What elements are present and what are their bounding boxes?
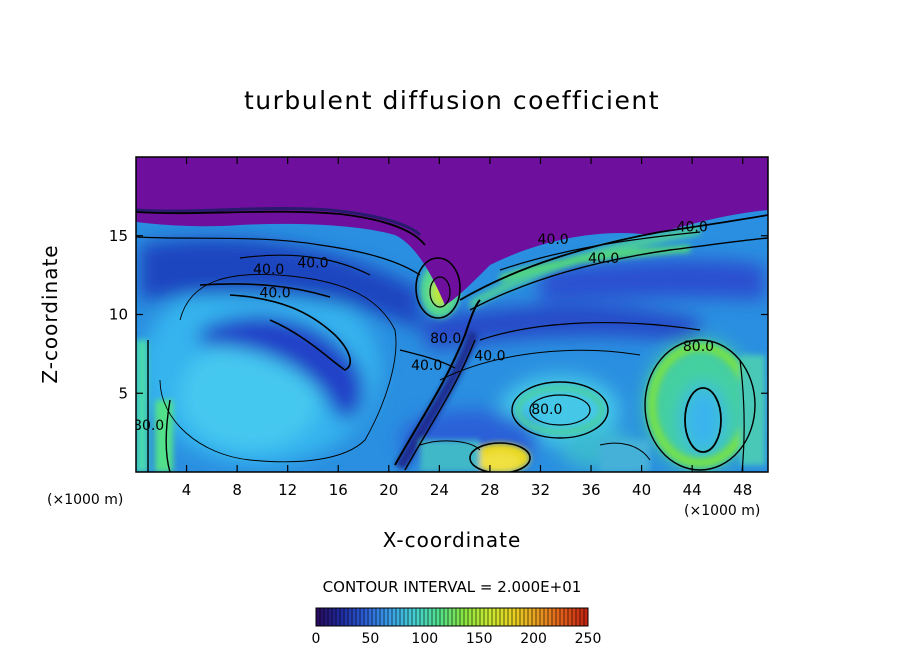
y-tick-label: 15	[109, 227, 128, 245]
contour-label: 40.0	[588, 251, 619, 267]
contour-label: 40.0	[677, 219, 708, 235]
contour-label: 40.0	[253, 262, 284, 278]
x-tick-label: 48	[733, 481, 752, 499]
x-tick-label: 24	[430, 481, 449, 499]
x-axis: 4 8 12 16 20 24 28 32 36 40 44 48	[182, 157, 752, 499]
colorbar: 0 50 100 150 200 250	[312, 607, 602, 647]
contour-label: 80.0	[133, 418, 164, 434]
colorbar-tick-label: 200	[520, 631, 547, 647]
contour-label: 80.0	[531, 402, 562, 418]
colorbar-tick-label: 150	[466, 631, 493, 647]
x-tick-label: 20	[379, 481, 398, 499]
colorbar-tick-label: 50	[361, 631, 379, 647]
y-axis: 5 10 15	[109, 227, 768, 402]
x-axis-unit-right: (×1000 m)	[684, 503, 761, 519]
chart-title: turbulent diffusion coefficient	[243, 86, 661, 115]
x-tick-label: 4	[182, 481, 192, 499]
x-tick-label: 36	[581, 481, 600, 499]
x-tick-label: 8	[232, 481, 242, 499]
contour-label: 40.0	[411, 358, 442, 374]
x-tick-label: 44	[683, 481, 702, 499]
x-axis-unit-left: (×1000 m)	[47, 492, 124, 508]
contour-label: 40.0	[259, 285, 290, 301]
x-tick-label: 40	[632, 481, 651, 499]
heatmap-field: 40.0 40.0 40.0 40.0 40.0 40.0 40.0 40.0 80.0 80.0…	[133, 157, 768, 472]
x-tick-label: 12	[278, 481, 297, 499]
field-stable-layer	[136, 157, 768, 305]
contour-label: 40.0	[474, 348, 505, 364]
contour-label: 80.0	[683, 339, 714, 355]
colorbar-tick-label: 100	[411, 631, 438, 647]
x-axis-label: X-coordinate	[382, 528, 522, 552]
x-tick-label: 28	[480, 481, 499, 499]
contour-label: 80.0	[430, 331, 461, 347]
y-tick-label: 5	[118, 384, 128, 402]
colorbar-frame	[315, 607, 589, 627]
contour-lines	[136, 210, 768, 472]
colorbar-tick-label: 250	[575, 631, 602, 647]
x-tick-label: 32	[531, 481, 550, 499]
colorbar-tick-label: 0	[312, 631, 321, 647]
y-tick-label: 10	[109, 306, 128, 324]
contour-labels: 40.0 40.0 40.0 40.0 40.0 40.0 40.0 40.0 80.0 80.0…	[133, 219, 714, 434]
contour-label: 40.0	[297, 256, 328, 272]
x-tick-label: 16	[329, 481, 348, 499]
contour-label: 40.0	[538, 232, 569, 248]
contour-interval-label: CONTOUR INTERVAL = 2.000E+01	[322, 578, 582, 596]
